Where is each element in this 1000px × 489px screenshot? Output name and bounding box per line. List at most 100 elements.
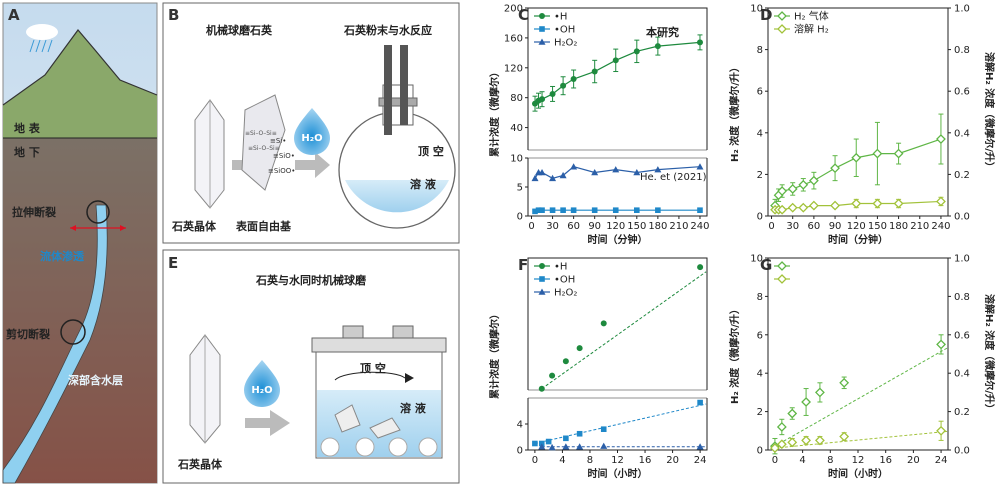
axes-frame xyxy=(527,7,708,217)
y-tick-label: 4 xyxy=(757,128,763,139)
y-tick-label: 5 xyxy=(517,183,523,194)
data-point xyxy=(770,443,780,453)
data-point xyxy=(776,422,787,432)
data-point xyxy=(591,207,598,213)
x-tick-label: 30 xyxy=(786,221,799,232)
trend-line xyxy=(774,347,948,447)
data-point xyxy=(936,339,946,350)
data-point xyxy=(787,184,798,194)
x-tick-label: 60 xyxy=(808,221,821,232)
data-point xyxy=(633,48,640,55)
y-right-tick-label: 1.0 xyxy=(954,254,970,265)
legend-marker xyxy=(539,26,545,32)
y-right-tick-label: 0.4 xyxy=(954,369,970,380)
x-tick-label: 240 xyxy=(931,221,950,232)
data-point xyxy=(612,207,619,213)
data-point xyxy=(538,443,546,450)
axes-frame xyxy=(767,7,949,217)
radical-sio: ≡SiO• xyxy=(273,152,295,160)
axis-break-gap xyxy=(522,390,713,398)
data-point xyxy=(539,207,545,213)
y-tick-label: 160 xyxy=(504,33,523,44)
panel-label-G: G xyxy=(760,256,772,274)
data-point xyxy=(696,39,703,46)
y-right-axis-label: 溶解H₂ 浓度（微摩尔/升） xyxy=(983,52,996,172)
headspace-label-e: 顶 空 xyxy=(360,361,386,375)
x-tick-label: 0 xyxy=(532,455,538,466)
mountain xyxy=(3,30,157,138)
x-tick-label: 12 xyxy=(611,455,624,466)
charts: C0 30 60 90 120 150 180 210 240时间（分钟）40801201602… xyxy=(488,4,996,481)
surface-bond-1: ≡Si–O–Si≡ xyxy=(245,130,277,137)
data-point xyxy=(787,202,798,213)
x-tick-label: 240 xyxy=(690,221,709,232)
trend-line xyxy=(541,271,707,390)
x-tick-label: 60 xyxy=(567,221,580,232)
data-point xyxy=(548,443,556,451)
y-right-tick-label: 0.8 xyxy=(954,45,970,56)
data-point xyxy=(591,169,599,176)
water-drop-icon: H₂O xyxy=(294,108,330,155)
legend-text: •H xyxy=(554,262,567,273)
underground-label: 地 下 xyxy=(14,145,40,159)
tension-label: 拉伸断裂 xyxy=(12,205,56,219)
x-axis-label: 时间（小时） xyxy=(828,467,888,480)
data-point xyxy=(532,440,538,447)
chart-C: C0 30 60 90 120 150 180 210 240时间（分钟）40801201602… xyxy=(488,4,713,246)
y-axis-label: H₂ 浓度（微摩尔/升） xyxy=(728,62,741,162)
legend-marker xyxy=(539,263,545,269)
x-tick-label: 210 xyxy=(910,221,929,232)
chart-F: F 0 4 8 12 16 20 24 时间（小时） 0 4 累计浓度（微摩尔） •H •OH H₂O₂ xyxy=(488,256,713,480)
data-point xyxy=(839,377,850,388)
arrow-icon-e xyxy=(245,410,290,436)
axis-break-gap xyxy=(522,150,713,158)
data-point xyxy=(549,207,556,213)
legend-text: H₂ 气体 xyxy=(794,10,829,23)
data-point xyxy=(549,372,556,379)
x-tick-label: 24 xyxy=(935,455,948,466)
x-tick-label: 30 xyxy=(546,221,559,232)
data-point xyxy=(570,207,577,213)
data-point xyxy=(851,152,862,163)
panel-e-label: E xyxy=(168,254,178,272)
y-tick-label: 10 xyxy=(750,254,763,265)
x-tick-label: 0 xyxy=(772,455,778,466)
panel-e-crystal-label: 石英晶体 xyxy=(177,457,223,471)
y-axis-label: H₂ 浓度（微摩尔/升） xyxy=(728,304,741,404)
y-tick-label: 80 xyxy=(510,93,523,104)
h2o-label-e: H₂O xyxy=(251,385,272,396)
y-right-tick-label: 0.8 xyxy=(954,292,970,303)
data-point xyxy=(539,96,546,103)
data-point xyxy=(563,435,569,442)
tension-fracture-marker xyxy=(86,200,110,224)
chart-D: D 0 30 60 90 120 150 180 210 240 时间（分钟） 0 2 4 6 8 10 H₂ 浓… xyxy=(728,4,996,247)
legend-marker xyxy=(539,276,545,282)
data-point xyxy=(696,163,704,170)
legend-text: •OH xyxy=(554,25,575,36)
data-point xyxy=(654,166,662,173)
y-right-tick-label: 0.6 xyxy=(954,87,970,98)
x-tick-label: 24 xyxy=(694,455,707,466)
legend-marker xyxy=(539,13,545,19)
x-tick-label: 8 xyxy=(827,455,833,466)
data-point xyxy=(936,196,946,207)
data-point xyxy=(830,163,840,174)
y-right-tick-label: 0.0 xyxy=(954,212,970,223)
underground xyxy=(3,138,157,483)
data-point xyxy=(545,438,552,445)
x-axis-label: 时间（分钟） xyxy=(828,233,888,246)
data-point xyxy=(560,207,566,213)
x-tick-label: 4 xyxy=(799,455,805,466)
surface-bond-2: ≡Si–O–Si≡ xyxy=(248,145,280,152)
legend-marker xyxy=(777,261,787,271)
panel-a: A 地 表 地 下 拉伸断裂 流体渗透 剪切断裂 深部含水层 xyxy=(2,2,158,484)
data-point xyxy=(872,198,883,209)
data-point xyxy=(777,204,788,215)
y-right-tick-label: 0.6 xyxy=(954,330,970,341)
data-point xyxy=(570,76,577,82)
x-tick-label: 0 xyxy=(768,221,774,232)
x-tick-label: 16 xyxy=(639,455,652,466)
y-axis-label: 累计浓度（微摩尔） xyxy=(488,67,501,157)
data-point xyxy=(776,439,787,450)
y-right-tick-label: 1.0 xyxy=(954,4,970,15)
